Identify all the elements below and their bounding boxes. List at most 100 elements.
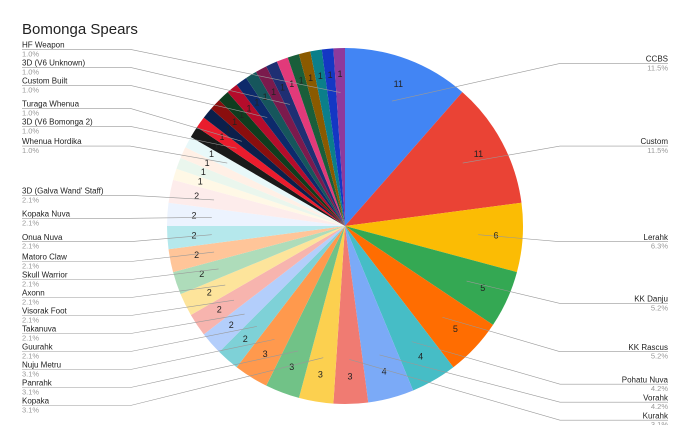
- percent-label: 3.1%: [22, 370, 39, 379]
- slice-value: 1: [318, 71, 323, 81]
- pie-slice: [176, 157, 345, 226]
- leader-line: [22, 268, 219, 280]
- slice-value: 6: [493, 230, 498, 240]
- slice-label: Onua Nuva: [22, 233, 63, 242]
- leader-line: [22, 357, 324, 406]
- percent-label: 4.2%: [651, 384, 668, 393]
- leader-line: [22, 284, 226, 298]
- pie-slice: [345, 226, 414, 403]
- slice-label: HF Weapon: [22, 40, 65, 49]
- percent-label: 1.0%: [22, 126, 39, 135]
- pie-slice: [256, 66, 345, 226]
- pie-slice: [298, 226, 345, 404]
- slice-value: 4: [382, 367, 387, 377]
- leader-line: [462, 145, 668, 164]
- slice-value: 3: [318, 370, 323, 380]
- slice-value: 1: [214, 140, 219, 150]
- slice-value: 1: [201, 167, 206, 177]
- slice-value: 1: [205, 158, 210, 168]
- slice-value: 3: [347, 372, 352, 382]
- pie-slice: [219, 92, 345, 226]
- leader-line: [22, 313, 245, 334]
- percent-label: 1.0%: [22, 146, 39, 155]
- percent-label: 3.1%: [22, 388, 39, 397]
- pie-slice: [211, 100, 345, 226]
- leader-line: [22, 350, 299, 388]
- pie-slice: [333, 226, 369, 405]
- slice-value: 2: [199, 269, 204, 279]
- leader-line: [411, 341, 668, 385]
- slice-label: 3D (V6 Bomonga 2): [22, 117, 93, 126]
- percent-label: 5.2%: [651, 303, 668, 312]
- pie-slice: [180, 226, 345, 315]
- slice-value: 2: [207, 287, 212, 297]
- slice-value: 5: [480, 283, 485, 293]
- slice-label: Lerahk: [644, 233, 669, 242]
- percent-label: 2.1%: [22, 218, 39, 227]
- slice-label: Turaga Whenua: [22, 99, 80, 108]
- percent-label: 1.0%: [22, 85, 39, 94]
- percent-label: 2.1%: [22, 334, 39, 343]
- leader-line: [22, 85, 268, 118]
- slice-label: Kopaka Nuva: [22, 209, 71, 218]
- slice-value: 1: [220, 132, 225, 142]
- percent-label: 1.0%: [22, 49, 39, 58]
- slice-value: 1: [198, 176, 203, 186]
- percent-label: 2.1%: [22, 352, 39, 361]
- chart-title: Bomonga Spears: [22, 21, 138, 38]
- percent-label: 3.1%: [651, 420, 668, 425]
- leader-line: [22, 194, 215, 201]
- slice-value: 11: [474, 149, 483, 159]
- percent-label: 2.1%: [22, 242, 39, 251]
- slice-value: 2: [243, 334, 248, 344]
- pie-slice: [321, 48, 345, 227]
- leader-line: [22, 145, 228, 164]
- slice-value: 11: [394, 79, 403, 89]
- slice-label: Visorak Foot: [22, 307, 68, 316]
- slice-label: 3D (V6 Unknown): [22, 58, 85, 67]
- pie-slice: [287, 54, 345, 227]
- pie-slice: [345, 226, 494, 368]
- percent-label: 6.3%: [651, 242, 668, 251]
- pie-slice: [190, 226, 345, 335]
- pie-slice: [168, 179, 345, 226]
- pie-slice: [196, 117, 345, 226]
- slice-value: 3: [263, 349, 268, 359]
- percent-label: 3.1%: [22, 406, 39, 415]
- slice-value: 5: [453, 324, 458, 334]
- slice-label: Nuju Metru: [22, 361, 61, 370]
- slice-label: Custom Built: [22, 76, 68, 85]
- slice-value: 4: [418, 351, 423, 361]
- percent-label: 11.5%: [647, 63, 668, 72]
- slice-value: 1: [226, 124, 231, 134]
- slice-value: 1: [280, 83, 285, 93]
- slice-label: Takanuva: [22, 325, 57, 334]
- slice-label: Kurahk: [643, 411, 669, 420]
- pie-slice: [276, 57, 345, 226]
- slice-label: Vorahk: [643, 393, 669, 402]
- slice-label: Custom: [640, 137, 668, 146]
- pie-slice: [345, 48, 463, 226]
- pie-slice: [345, 226, 517, 325]
- pie-slice: [246, 71, 345, 227]
- slice-value: 1: [289, 79, 294, 89]
- pie-slice: [203, 108, 345, 226]
- slice-value: 1: [328, 70, 333, 80]
- leader-line: [22, 67, 290, 105]
- pie-slice: [236, 77, 345, 226]
- percent-label: 2.1%: [22, 280, 39, 289]
- leader-line: [22, 108, 242, 142]
- slice-value: 2: [217, 304, 222, 314]
- slice-value: 3: [289, 362, 294, 372]
- pie-slice: [185, 137, 345, 226]
- slice-value: 1: [299, 76, 304, 86]
- percent-label: 2.1%: [22, 262, 39, 271]
- pie-slice: [236, 226, 345, 386]
- pie-slice: [167, 226, 345, 250]
- slice-value: 1: [271, 87, 276, 97]
- leader-line: [349, 359, 668, 421]
- leader-line: [22, 251, 215, 262]
- pie-slice: [345, 202, 523, 273]
- pie-slice: [203, 226, 345, 352]
